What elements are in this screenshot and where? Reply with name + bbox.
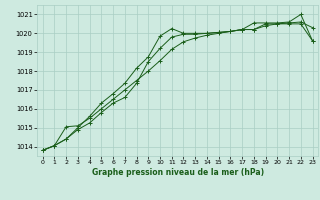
X-axis label: Graphe pression niveau de la mer (hPa): Graphe pression niveau de la mer (hPa): [92, 168, 264, 177]
